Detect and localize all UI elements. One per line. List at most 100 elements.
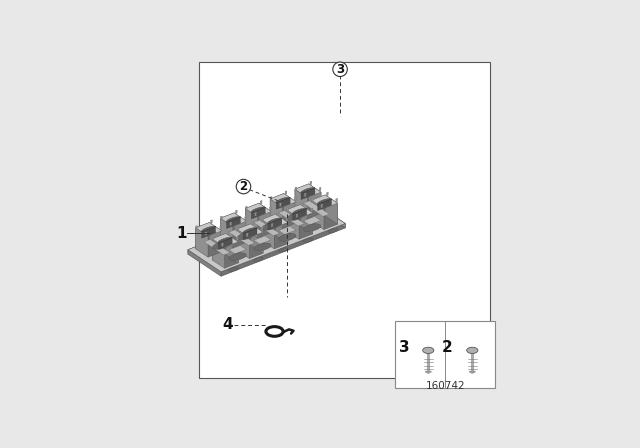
Polygon shape bbox=[195, 226, 198, 227]
Polygon shape bbox=[246, 233, 248, 234]
Polygon shape bbox=[209, 223, 221, 252]
Circle shape bbox=[333, 62, 348, 77]
Polygon shape bbox=[307, 192, 321, 219]
Polygon shape bbox=[262, 222, 280, 230]
Polygon shape bbox=[325, 195, 337, 224]
Polygon shape bbox=[270, 194, 296, 207]
Polygon shape bbox=[294, 197, 296, 198]
Polygon shape bbox=[287, 205, 313, 218]
Polygon shape bbox=[188, 250, 221, 276]
Polygon shape bbox=[295, 189, 307, 219]
Polygon shape bbox=[270, 199, 282, 228]
Polygon shape bbox=[301, 202, 303, 206]
Polygon shape bbox=[292, 209, 307, 220]
Polygon shape bbox=[275, 214, 288, 244]
Polygon shape bbox=[298, 224, 305, 235]
Polygon shape bbox=[208, 231, 221, 257]
Polygon shape bbox=[220, 213, 234, 239]
Polygon shape bbox=[298, 206, 304, 216]
Polygon shape bbox=[218, 237, 232, 249]
Polygon shape bbox=[212, 233, 226, 260]
Polygon shape bbox=[301, 202, 303, 203]
Polygon shape bbox=[228, 267, 238, 271]
Polygon shape bbox=[228, 230, 255, 246]
Polygon shape bbox=[293, 210, 304, 221]
Polygon shape bbox=[304, 193, 306, 194]
Polygon shape bbox=[311, 208, 313, 212]
Polygon shape bbox=[188, 202, 312, 254]
Polygon shape bbox=[205, 232, 207, 236]
Polygon shape bbox=[220, 226, 221, 230]
Polygon shape bbox=[188, 202, 345, 272]
Polygon shape bbox=[324, 203, 337, 229]
Polygon shape bbox=[469, 371, 476, 373]
Polygon shape bbox=[237, 225, 255, 233]
Polygon shape bbox=[295, 184, 308, 210]
Polygon shape bbox=[230, 222, 232, 223]
Polygon shape bbox=[303, 238, 313, 242]
Polygon shape bbox=[310, 201, 330, 223]
Polygon shape bbox=[227, 217, 241, 228]
Polygon shape bbox=[282, 202, 296, 228]
Polygon shape bbox=[294, 197, 296, 201]
Polygon shape bbox=[299, 213, 313, 239]
Polygon shape bbox=[273, 233, 280, 245]
Polygon shape bbox=[286, 218, 288, 219]
Polygon shape bbox=[277, 212, 278, 215]
Polygon shape bbox=[336, 198, 337, 202]
Polygon shape bbox=[321, 204, 323, 208]
Polygon shape bbox=[221, 224, 345, 276]
Polygon shape bbox=[211, 220, 212, 221]
Polygon shape bbox=[237, 227, 239, 231]
Polygon shape bbox=[262, 217, 264, 221]
Polygon shape bbox=[295, 187, 297, 188]
Polygon shape bbox=[244, 216, 246, 217]
Polygon shape bbox=[230, 222, 232, 226]
Polygon shape bbox=[279, 226, 296, 234]
Polygon shape bbox=[245, 208, 258, 238]
Polygon shape bbox=[212, 234, 230, 243]
Polygon shape bbox=[236, 237, 238, 241]
Polygon shape bbox=[227, 231, 229, 235]
Polygon shape bbox=[276, 197, 290, 203]
Polygon shape bbox=[252, 221, 254, 222]
Polygon shape bbox=[268, 219, 279, 230]
Polygon shape bbox=[221, 243, 223, 247]
Polygon shape bbox=[312, 198, 314, 199]
Polygon shape bbox=[286, 218, 288, 222]
Polygon shape bbox=[204, 239, 230, 255]
Polygon shape bbox=[212, 237, 214, 241]
Polygon shape bbox=[260, 201, 262, 204]
Text: 160742: 160742 bbox=[426, 381, 465, 391]
Polygon shape bbox=[270, 197, 272, 200]
Polygon shape bbox=[262, 214, 275, 241]
Polygon shape bbox=[260, 240, 271, 251]
Polygon shape bbox=[218, 238, 230, 250]
Polygon shape bbox=[312, 202, 345, 228]
Polygon shape bbox=[224, 253, 230, 264]
Polygon shape bbox=[276, 211, 278, 212]
Polygon shape bbox=[265, 236, 271, 247]
Polygon shape bbox=[271, 224, 273, 227]
Polygon shape bbox=[268, 218, 282, 230]
Polygon shape bbox=[212, 233, 238, 247]
Polygon shape bbox=[296, 214, 298, 215]
Polygon shape bbox=[220, 218, 233, 248]
Polygon shape bbox=[235, 250, 246, 261]
Polygon shape bbox=[246, 233, 248, 237]
Polygon shape bbox=[260, 220, 280, 242]
Polygon shape bbox=[261, 228, 263, 231]
Polygon shape bbox=[240, 246, 246, 256]
Polygon shape bbox=[270, 194, 284, 220]
Polygon shape bbox=[270, 197, 272, 198]
Polygon shape bbox=[253, 258, 263, 262]
Polygon shape bbox=[221, 216, 222, 220]
Polygon shape bbox=[301, 188, 315, 199]
Polygon shape bbox=[233, 221, 246, 248]
Polygon shape bbox=[315, 216, 321, 228]
Polygon shape bbox=[287, 208, 289, 209]
Polygon shape bbox=[262, 214, 288, 228]
Polygon shape bbox=[260, 201, 262, 202]
Polygon shape bbox=[425, 371, 431, 373]
Polygon shape bbox=[234, 213, 246, 242]
